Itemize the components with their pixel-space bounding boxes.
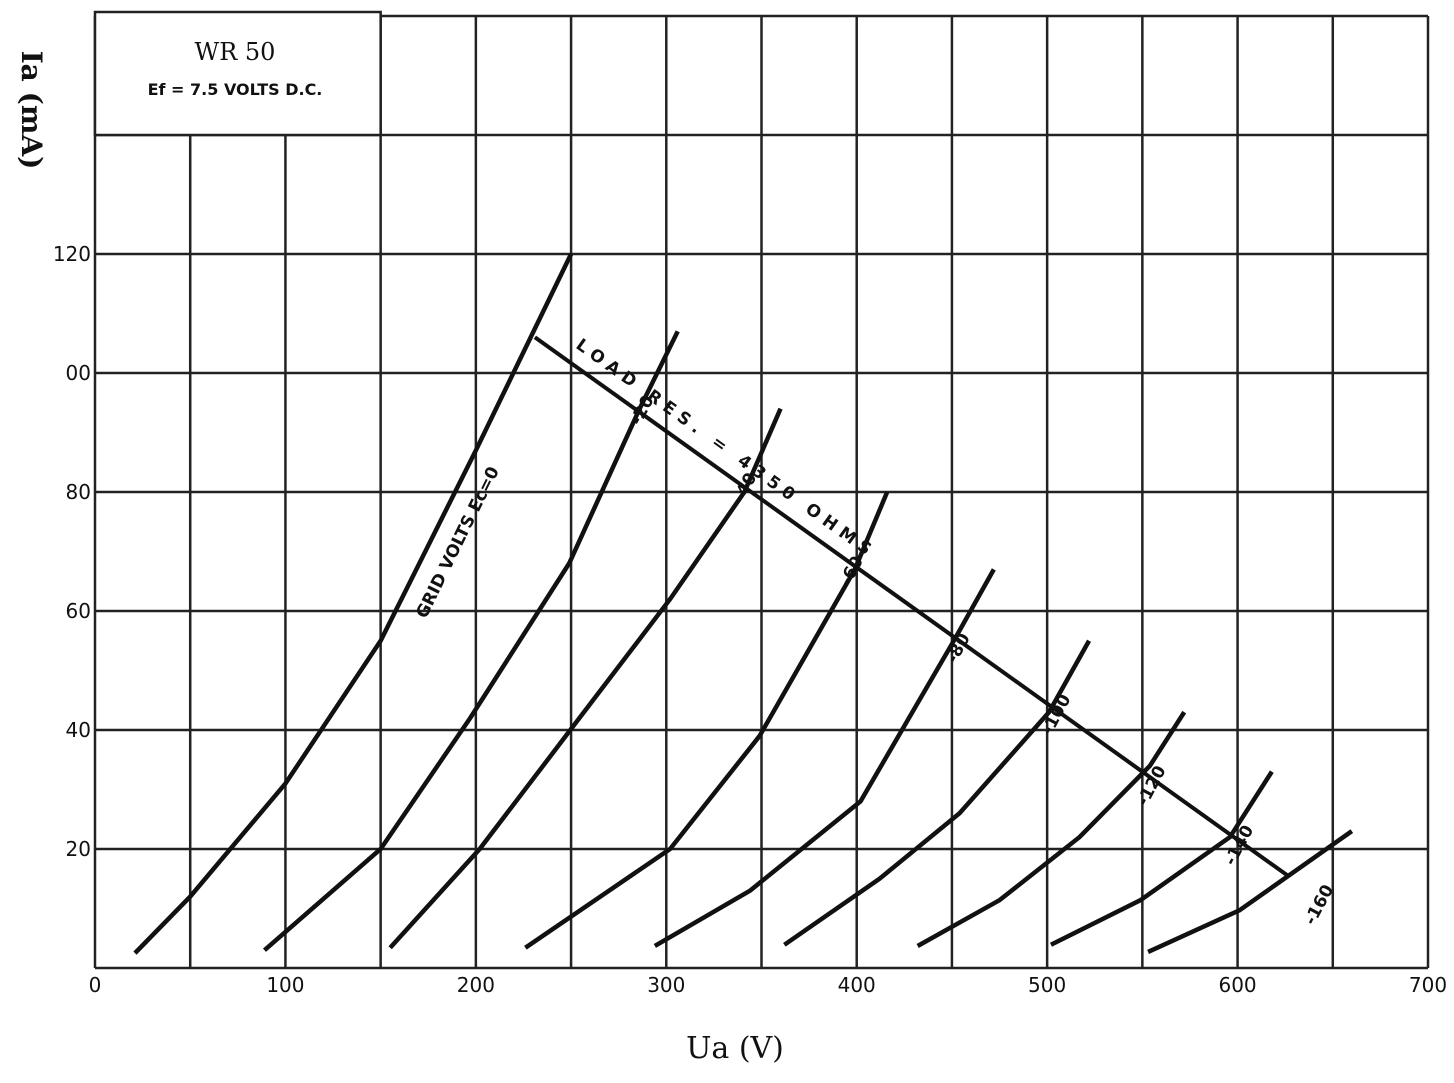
load-line <box>533 335 1289 877</box>
y-tick-label: 20 <box>66 837 91 861</box>
y-tick-label: 00 <box>66 361 91 385</box>
x-tick-label: 300 <box>647 973 685 997</box>
legend-label: -140 <box>1221 822 1259 869</box>
curve <box>524 491 890 950</box>
x-tick-label: 100 <box>266 973 304 997</box>
y-tick-label: 60 <box>66 599 91 623</box>
x-tick-label: 400 <box>838 973 876 997</box>
x-tick-label: 0 <box>89 973 102 997</box>
chart-subtitle: Ef = 7.5 VOLTS D.C. <box>148 80 323 99</box>
load-line-label: LOAD RES. = 4350 OHMS <box>572 335 880 563</box>
curve <box>1147 829 1354 954</box>
curve <box>133 253 574 955</box>
curve <box>783 639 1092 947</box>
title-box <box>93 10 382 137</box>
curve <box>388 407 783 950</box>
curve <box>653 568 996 948</box>
curve <box>1049 770 1274 947</box>
x-tick-label: 600 <box>1218 973 1256 997</box>
chart-title: WR 50 <box>195 38 276 66</box>
x-axis-label: Ua (V) <box>686 1031 784 1066</box>
x-tick-label: 200 <box>457 973 495 997</box>
y-tick-label: 80 <box>66 480 91 504</box>
y-axis-label: Ia (mA) <box>15 51 48 170</box>
curve <box>263 330 680 952</box>
curve <box>916 710 1187 948</box>
x-tick-label: 500 <box>1028 973 1066 997</box>
y-tick-label: 40 <box>66 718 91 742</box>
x-tick-label: 700 <box>1409 973 1447 997</box>
y-tick-label: 120 <box>53 242 91 266</box>
